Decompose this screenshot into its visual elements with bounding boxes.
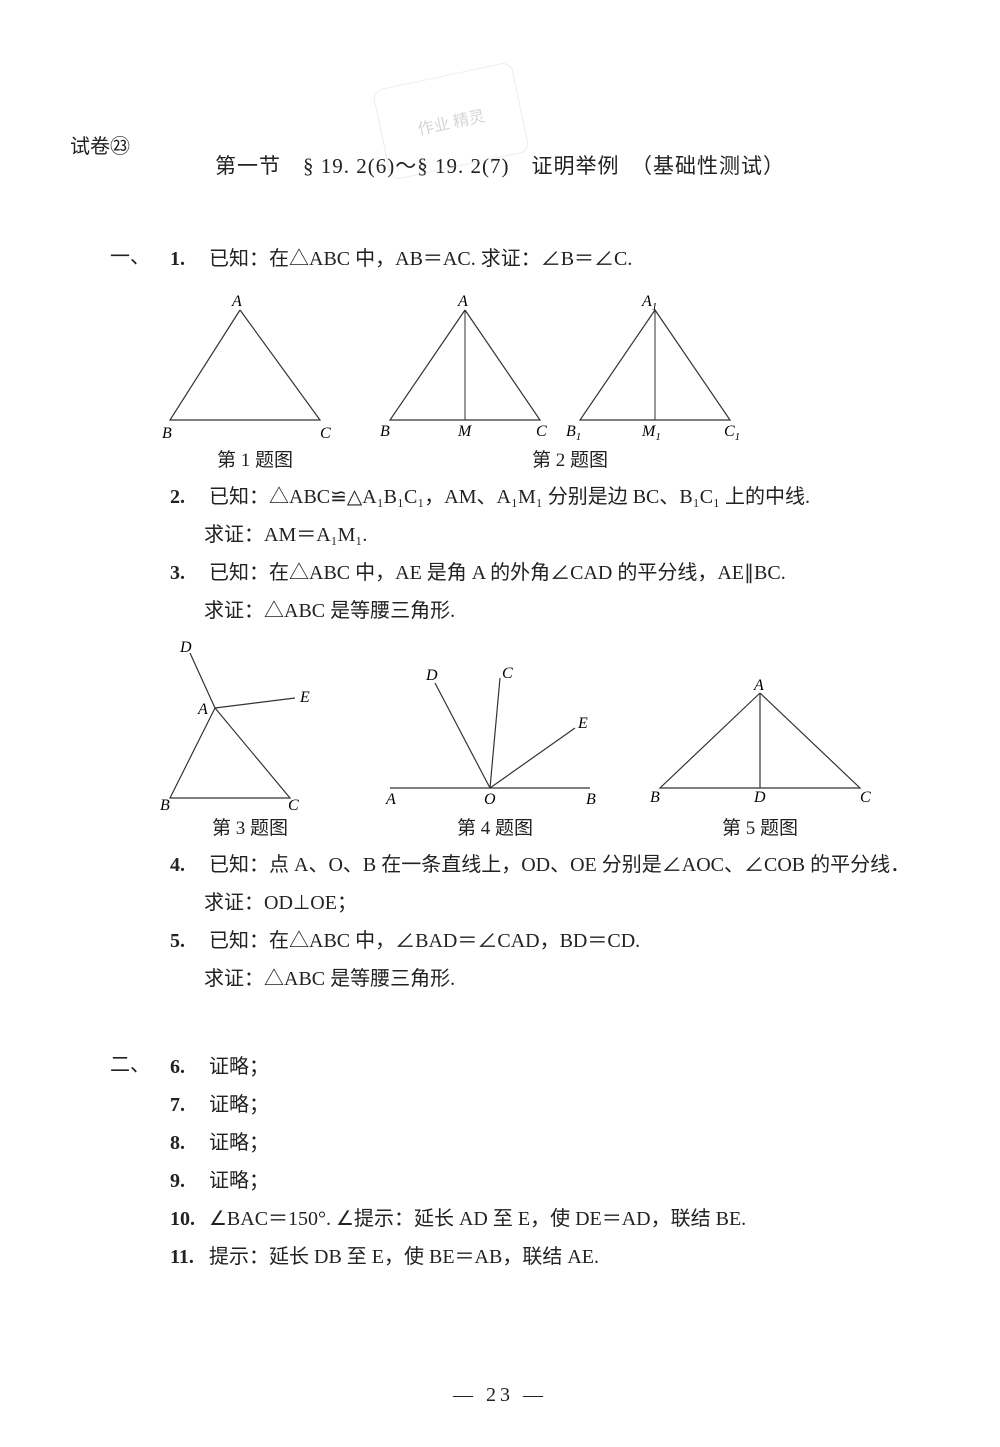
question-num: 11. bbox=[170, 1238, 204, 1276]
question-2: 2. 已知：△ABC≌△A₁B₁C₁，AM、A₁M₁ 分别是边 BC、B₁C₁ … bbox=[170, 478, 920, 516]
svg-text:B: B bbox=[162, 425, 172, 442]
page-container: 作业 精灵 试卷㉓ 第一节 § 19. 2(6)～§ 19. 2(7) 证明举例… bbox=[0, 0, 1000, 1447]
question-num: 9. bbox=[170, 1162, 204, 1200]
svg-text:C: C bbox=[536, 423, 547, 440]
question-num: 8. bbox=[170, 1124, 204, 1162]
svg-text:B: B bbox=[380, 423, 390, 440]
figure-4: D C E A O B 第 4 题图 bbox=[390, 668, 600, 840]
figure-3: D A E B C 第 3 题图 bbox=[170, 648, 330, 840]
question-text: 证略； bbox=[209, 1132, 269, 1154]
question-5-prove: 求证：△ABC 是等腰三角形. bbox=[170, 960, 920, 998]
svg-text:A: A bbox=[231, 293, 242, 310]
question-text: 提示：延长 DB 至 E，使 BE＝AB，联结 AE. bbox=[209, 1246, 599, 1268]
question-num: 6. bbox=[170, 1048, 204, 1086]
svg-text:C: C bbox=[502, 665, 513, 682]
svg-text:B: B bbox=[160, 797, 170, 814]
question-text: 已知：在△ABC 中，AB＝AC. 求证：∠B＝∠C. bbox=[209, 248, 632, 270]
group-two-label: 二、 bbox=[90, 1048, 150, 1077]
question-num: 3. bbox=[170, 554, 204, 592]
group-one-label: 一、 bbox=[90, 240, 150, 269]
question-4: 4. 已知：点 A、O、B 在一条直线上，OD、OE 分别是∠AOC、∠COB … bbox=[170, 846, 920, 884]
figure-5: A B D C 第 5 题图 bbox=[660, 688, 860, 840]
svg-text:A1: A1 bbox=[641, 293, 657, 313]
svg-text:B1: B1 bbox=[566, 423, 581, 443]
question-text: ∠BAC＝150°. ∠提示：延长 AD 至 E，使 DE＝AD，联结 BE. bbox=[209, 1208, 746, 1230]
question-num: 5. bbox=[170, 922, 204, 960]
svg-text:D: D bbox=[425, 667, 438, 684]
question-text: 已知：在△ABC 中，AE 是角 A 的外角∠CAD 的平分线，AE∥BC. bbox=[209, 562, 786, 584]
question-10: 10. ∠BAC＝150°. ∠提示：延长 AD 至 E，使 DE＝AD，联结 … bbox=[170, 1200, 920, 1238]
question-2-prove: 求证：AM＝A₁M₁. bbox=[170, 516, 920, 554]
question-text: 已知：在△ABC 中，∠BAD＝∠CAD，BD＝CD. bbox=[209, 930, 640, 952]
question-8: 8. 证略； bbox=[170, 1124, 920, 1162]
svg-text:M1: M1 bbox=[641, 423, 661, 443]
svg-text:C1: C1 bbox=[724, 423, 740, 443]
svg-text:A: A bbox=[197, 701, 208, 718]
svg-text:C: C bbox=[860, 789, 871, 806]
question-num: 2. bbox=[170, 478, 204, 516]
question-text: 已知：△ABC≌△A₁B₁C₁，AM、A₁M₁ 分别是边 BC、B₁C₁ 上的中… bbox=[209, 486, 810, 508]
figure-1: A B C 第 1 题图 bbox=[170, 300, 340, 472]
question-3-prove: 求证：△ABC 是等腰三角形. bbox=[170, 592, 920, 630]
svg-text:E: E bbox=[299, 689, 310, 706]
figure-row-1: A B C 第 1 题图 A B M C bbox=[170, 300, 920, 472]
question-text: 证略； bbox=[209, 1056, 269, 1078]
figure-2-caption: 第 2 题图 bbox=[390, 445, 750, 472]
page-number: — 23 — bbox=[0, 1384, 1000, 1407]
figure-1-caption: 第 1 题图 bbox=[170, 445, 340, 472]
question-7: 7. 证略； bbox=[170, 1086, 920, 1124]
svg-text:O: O bbox=[484, 791, 496, 808]
question-11: 11. 提示：延长 DB 至 E，使 BE＝AB，联结 AE. bbox=[170, 1238, 920, 1276]
svg-text:C: C bbox=[288, 797, 299, 814]
question-9: 9. 证略； bbox=[170, 1162, 920, 1200]
question-text: 证略； bbox=[209, 1094, 269, 1116]
svg-text:A: A bbox=[753, 677, 764, 694]
question-4-prove: 求证：OD⊥OE； bbox=[170, 884, 920, 922]
question-3: 3. 已知：在△ABC 中，AE 是角 A 的外角∠CAD 的平分线，AE∥BC… bbox=[170, 554, 920, 592]
svg-text:B: B bbox=[650, 789, 660, 806]
svg-text:C: C bbox=[320, 425, 331, 442]
svg-text:A: A bbox=[457, 293, 468, 310]
svg-text:B: B bbox=[586, 791, 596, 808]
question-num: 4. bbox=[170, 846, 204, 884]
svg-text:D: D bbox=[179, 639, 192, 656]
svg-text:M: M bbox=[457, 423, 473, 440]
question-text: 已知：点 A、O、B 在一条直线上，OD、OE 分别是∠AOC、∠COB 的平分… bbox=[209, 854, 910, 876]
paper-id-label: 试卷㉓ bbox=[70, 130, 130, 159]
question-6: 6. 证略； bbox=[170, 1048, 920, 1086]
figure-2: A B M C A1 B1 M1 C1 第 2 题图 bbox=[390, 300, 750, 472]
svg-text:A: A bbox=[385, 791, 396, 808]
figure-4-caption: 第 4 题图 bbox=[390, 813, 600, 840]
question-num: 10. bbox=[170, 1200, 204, 1238]
question-5: 5. 已知：在△ABC 中，∠BAD＝∠CAD，BD＝CD. bbox=[170, 922, 920, 960]
figure-row-2: D A E B C 第 3 题图 D C bbox=[170, 648, 920, 840]
figure-5-caption: 第 5 题图 bbox=[660, 813, 860, 840]
svg-text:E: E bbox=[577, 715, 588, 732]
question-num: 7. bbox=[170, 1086, 204, 1124]
question-text: 证略； bbox=[209, 1170, 269, 1192]
question-1: 1. 已知：在△ABC 中，AB＝AC. 求证：∠B＝∠C. bbox=[170, 240, 920, 278]
svg-text:D: D bbox=[753, 789, 766, 806]
figure-3-caption: 第 3 题图 bbox=[170, 813, 330, 840]
question-num: 1. bbox=[170, 240, 204, 278]
